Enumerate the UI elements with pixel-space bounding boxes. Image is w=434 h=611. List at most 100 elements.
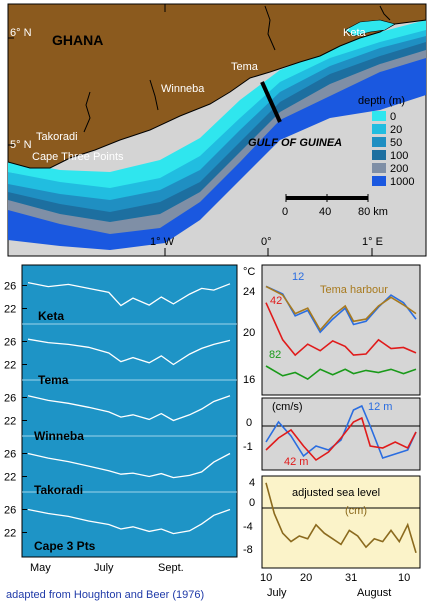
sea-level-y-tick-label: -4: [243, 521, 253, 533]
sst-y-tick-label: 22: [4, 304, 16, 316]
depth-swatch: [372, 150, 386, 160]
series-line: [265, 482, 417, 554]
sst-y-tick-label: 26: [4, 337, 16, 349]
sea-level-panel: adjusted sea level (cm) 4 0 -4 -8 10 20 …: [243, 475, 421, 599]
depth-level-label: 20: [390, 124, 402, 136]
sst-y-ticks: 26 22 26 22 26 22 26 22 26 22: [4, 281, 27, 540]
series-line: [265, 285, 417, 334]
sst-y-tick-label: 22: [4, 416, 16, 428]
station-label-tema: Tema: [38, 373, 69, 387]
depth-level-label: 200: [390, 163, 408, 175]
temperature-unit-label: °C: [243, 266, 255, 278]
sst-x-tick-label: Sept.: [158, 562, 184, 574]
sst-x-tick-label: May: [30, 562, 51, 574]
sst-y-tick-label: 26: [4, 393, 16, 405]
sst-series-line: [27, 281, 231, 307]
sea-level-unit-label: (cm): [345, 505, 367, 517]
place-cape-three-points: Cape Three Points: [32, 151, 124, 163]
depth-band-200: [8, 48, 426, 234]
place-tema: Tema: [231, 61, 259, 73]
scale-bar: 0 40 80 km: [282, 194, 388, 218]
country-label: GHANA: [52, 32, 103, 48]
depth-band-100: [8, 40, 426, 222]
place-winneba: Winneba: [161, 83, 205, 95]
depth-legend-title: depth (m): [358, 95, 405, 107]
sea-level-lines: [262, 482, 420, 554]
temperature-panel-background: [261, 264, 421, 396]
depth-band-1000: [8, 55, 426, 250]
current-y-tick-label: -1: [243, 441, 253, 453]
sea-level-panel-background: [261, 475, 421, 569]
sst-y-tick-label: 26: [4, 505, 16, 517]
annotation-adjusted-sea-level: adjusted sea level: [292, 487, 380, 499]
sea-level-y-tick-label: 4: [249, 477, 255, 489]
series-label-12m: 12 m: [368, 401, 392, 413]
sst-x-tick-label: July: [94, 562, 114, 574]
sst-panel-background: [21, 264, 238, 558]
sst-lines: [22, 281, 237, 535]
series-line: [265, 302, 417, 357]
series-label-82: 82: [269, 349, 281, 361]
sst-y-tick-label: 22: [4, 472, 16, 484]
lon-label-0: 0°: [261, 236, 272, 248]
current-unit-label: (cm/s): [272, 401, 303, 413]
depth-band-50: [8, 34, 426, 212]
transect-line: [260, 81, 282, 123]
month-label-july: July: [267, 587, 287, 599]
keta-lagoon: [344, 19, 396, 37]
time-x-tick-label: 20: [300, 572, 312, 584]
sst-y-tick-label: 22: [4, 360, 16, 372]
depth-level-label: 50: [390, 137, 402, 149]
sst-series-line: [27, 395, 231, 422]
gulf-label: GULF OF GUINEA: [248, 137, 342, 149]
current-y-tick-label: 0: [246, 417, 252, 429]
scale-label: 80 km: [358, 206, 388, 218]
depth-swatch: [372, 111, 386, 121]
lat-label-5n: 5° N: [10, 139, 32, 151]
current-panel: (cm/s) 0 -1 12 m 42 m: [243, 397, 421, 471]
annotation-tema-harbour: Tema harbour: [320, 284, 388, 296]
series-line: [265, 285, 417, 332]
depth-band-0: [8, 20, 426, 188]
depth-swatch: [372, 124, 386, 134]
map: 6° N 5° N GHANA Keta Tema Winneba Takora…: [7, 3, 427, 257]
figure-credit: adapted from Houghton and Beer (1976): [6, 589, 205, 601]
sst-series-line: [27, 338, 231, 366]
lon-label-1e: 1° E: [362, 236, 383, 248]
river-line: [149, 79, 159, 111]
series-label-42m: 42 m: [284, 456, 308, 468]
station-label-keta: Keta: [38, 309, 64, 323]
lat-label-6n: 6° N: [10, 27, 32, 39]
river-line: [264, 5, 276, 51]
depth-level-label: 0: [390, 111, 396, 123]
sst-y-tick-label: 22: [4, 528, 16, 540]
station-label-winneba: Winneba: [34, 429, 84, 443]
sst-series-line: [27, 452, 231, 479]
time-x-tick-label: 31: [345, 572, 357, 584]
place-takoradi: Takoradi: [36, 131, 78, 143]
temperature-lines: [265, 285, 417, 381]
sst-y-tick-label: 26: [4, 449, 16, 461]
temperature-y-tick-label: 16: [243, 374, 255, 386]
series-label-12: 12: [292, 271, 304, 283]
temperature-panel: °C 24 20 16 12 Tema harbour 42 82: [243, 264, 421, 396]
series-line: [265, 404, 417, 459]
scale-label: 40: [319, 206, 331, 218]
time-x-tick-label: 10: [398, 572, 410, 584]
depth-swatch: [372, 176, 386, 186]
sst-series-line: [27, 508, 231, 535]
depth-level-label: 100: [390, 150, 408, 162]
series-line: [265, 416, 417, 462]
station-label-takoradi: Takoradi: [34, 483, 83, 497]
sst-y-tick-label: 26: [4, 281, 16, 293]
station-label-cape-3-pts: Cape 3 Pts: [34, 539, 96, 553]
series-label-42: 42: [270, 295, 282, 307]
series-line: [265, 365, 417, 381]
current-lines: [262, 404, 420, 462]
depth-band-20: [8, 28, 426, 200]
sst-panel: 26 22 26 22 26 22 26 22 26 22 Keta Tema Winneba T…: [4, 264, 238, 574]
river-line: [83, 91, 91, 133]
sea-level-y-tick-label: -8: [243, 544, 253, 556]
time-x-tick-label: 10: [260, 572, 272, 584]
